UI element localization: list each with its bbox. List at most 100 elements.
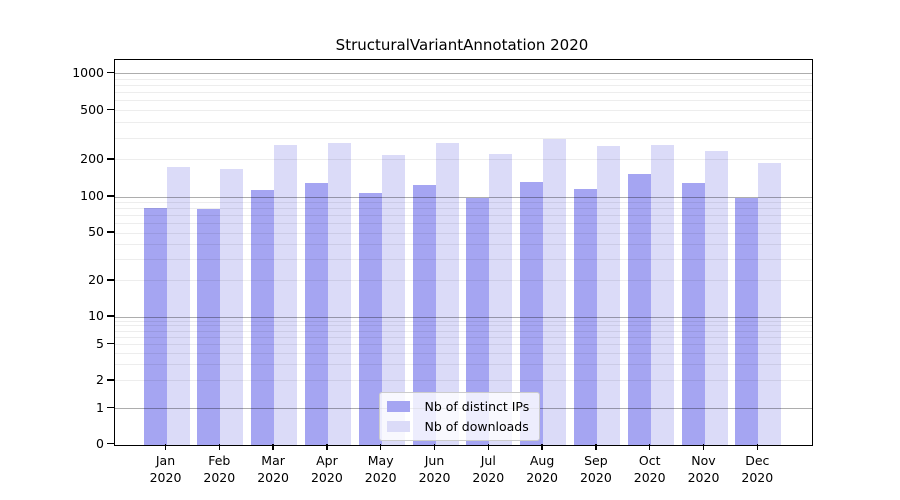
- y-tick-label: 10: [88, 308, 104, 323]
- gridline-minor: [114, 325, 812, 327]
- x-tick-label-jul: Jul 2020: [472, 453, 505, 485]
- x-tick-label-aug: Aug 2020: [526, 453, 558, 485]
- x-tick-mark: [702, 443, 705, 450]
- bar-distinct-ips-feb: [197, 209, 221, 445]
- plot-area: Nb of distinct IPs Nb of downloads: [113, 58, 813, 446]
- y-tick-mark: [106, 442, 114, 445]
- bar-downloads-apr: [327, 143, 351, 445]
- bar-downloads-jul: [489, 154, 513, 445]
- x-tick-mark: [541, 443, 543, 450]
- bar-distinct-ips-sep: [573, 188, 597, 445]
- y-tick-label: 2: [96, 371, 104, 387]
- legend-swatch-distinct-ips: [386, 400, 410, 412]
- gridline-minor: [114, 100, 812, 102]
- gridline-minor: [114, 223, 812, 225]
- x-tick-mark: [272, 443, 274, 450]
- gridline-minor: [114, 92, 812, 94]
- bar-distinct-ips-nov: [681, 182, 705, 445]
- x-tick-mark: [487, 443, 489, 450]
- y-tick-label: 1: [96, 399, 104, 415]
- y-tick-mark: [106, 71, 114, 74]
- y-tick-label: 100: [80, 188, 104, 203]
- bar-distinct-ips-may: [358, 193, 382, 445]
- bar-downloads-nov: [704, 150, 728, 445]
- x-tick-label-may: May 2020: [364, 453, 397, 485]
- y-tick-mark: [106, 108, 114, 111]
- bar-distinct-ips-jul: [466, 198, 490, 445]
- y-tick-label: 5: [96, 335, 104, 351]
- x-tick-mark: [595, 443, 597, 450]
- bar-distinct-ips-mar: [251, 189, 275, 445]
- legend-row-distinct-ips: Nb of distinct IPs: [386, 398, 530, 414]
- x-tick-mark: [756, 443, 758, 450]
- gridline-minor: [114, 78, 812, 80]
- bar-downloads-may: [381, 154, 405, 445]
- y-tick-mark: [106, 279, 114, 281]
- bar-downloads-aug: [543, 139, 567, 445]
- y-tick-mark: [106, 231, 114, 233]
- bar-distinct-ips-jan: [143, 207, 167, 445]
- gridline-major: [114, 73, 812, 74]
- legend-label-downloads: Nb of downloads: [424, 418, 529, 434]
- gridline-minor: [114, 215, 812, 217]
- gridline-minor: [114, 232, 812, 234]
- y-tick-mark: [106, 315, 114, 317]
- x-tick-label-oct: Oct 2020: [633, 453, 666, 485]
- gridline-minor: [114, 330, 812, 332]
- y-tick-mark: [106, 342, 114, 345]
- bar-distinct-ips-apr: [304, 182, 328, 445]
- gridline-minor: [114, 280, 812, 282]
- gridline-minor: [114, 137, 812, 139]
- bar-distinct-ips-jun: [412, 184, 436, 445]
- x-tick-label-dec: Dec 2020: [741, 453, 774, 485]
- gridline-minor: [114, 344, 812, 346]
- gridline-minor: [114, 110, 812, 112]
- x-tick-mark: [433, 443, 436, 450]
- gridline-minor: [114, 84, 812, 86]
- gridline-major: [114, 196, 812, 198]
- y-tick-mark: [106, 158, 114, 160]
- bar-downloads-dec: [758, 162, 782, 445]
- gridline-minor: [114, 201, 812, 203]
- legend: Nb of distinct IPs Nb of downloads: [378, 391, 541, 441]
- x-tick-label-nov: Nov 2020: [687, 453, 720, 485]
- gridline-major: [114, 316, 812, 318]
- bar-downloads-feb: [220, 168, 244, 445]
- gridline-minor: [114, 320, 812, 322]
- x-tick-mark: [649, 443, 651, 450]
- gridline-minor: [114, 380, 812, 382]
- y-tick-label: 200: [80, 150, 104, 166]
- y-tick-mark: [106, 195, 114, 197]
- gridline-minor: [114, 208, 812, 210]
- x-tick-label-jan: Jan 2020: [149, 453, 182, 485]
- bar-downloads-oct: [650, 144, 674, 445]
- y-tick-label: 50: [88, 224, 104, 240]
- y-tick-label: 0: [96, 435, 104, 451]
- chart-title: StructuralVariantAnnotation 2020: [335, 36, 589, 54]
- x-tick-mark: [218, 443, 220, 450]
- x-tick-label-apr: Apr 2020: [310, 453, 343, 485]
- gridline-minor: [114, 259, 812, 261]
- gridline-minor: [114, 336, 812, 338]
- x-tick-mark: [326, 443, 328, 450]
- y-tick-label: 500: [80, 101, 104, 117]
- bar-downloads-sep: [596, 145, 620, 445]
- gridline-minor: [114, 159, 812, 161]
- legend-row-downloads: Nb of downloads: [386, 418, 530, 434]
- gridline-minor: [114, 352, 812, 354]
- gridline-minor: [114, 122, 812, 124]
- y-tick-mark: [106, 379, 114, 381]
- x-tick-label-feb: Feb 2020: [203, 453, 236, 485]
- x-tick-label-jun: Jun 2020: [418, 453, 451, 485]
- legend-swatch-downloads: [386, 420, 410, 432]
- bar-distinct-ips-dec: [735, 197, 759, 445]
- x-tick-mark: [380, 443, 382, 450]
- x-tick-label-mar: Mar 2020: [257, 453, 289, 485]
- bar-distinct-ips-oct: [627, 174, 651, 445]
- x-tick-mark: [164, 443, 167, 450]
- y-tick-mark: [106, 406, 114, 409]
- y-tick-label: 1000: [72, 64, 104, 80]
- legend-label-distinct-ips: Nb of distinct IPs: [424, 398, 530, 414]
- x-tick-label-sep: Sep 2020: [579, 453, 612, 485]
